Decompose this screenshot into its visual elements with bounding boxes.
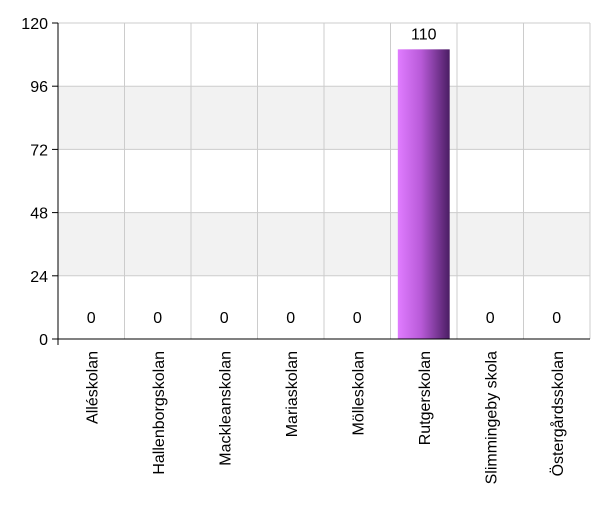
x-tick-label: Alléskolan (84, 351, 101, 424)
x-tick-label: Rutgerskolan (417, 351, 434, 445)
y-tick-label: 0 (39, 332, 48, 349)
x-tick-label: Hallenborgskolan (151, 351, 168, 475)
axes (52, 23, 590, 345)
data-label: 0 (220, 310, 229, 327)
data-labels: 0 0 0 0 0 110 0 0 (87, 26, 562, 327)
x-tick-label: Slimmingeby skola (483, 351, 500, 484)
y-axis-ticks: 0 24 48 72 96 120 (21, 16, 58, 349)
data-label: 0 (552, 310, 561, 327)
data-label: 0 (286, 310, 295, 327)
x-tick-label: Mariaskolan (284, 351, 301, 437)
y-tick-label: 48 (30, 206, 48, 223)
data-label: 110 (411, 26, 437, 43)
gridlines (58, 22, 591, 339)
y-tick-label: 24 (30, 269, 48, 286)
data-label: 0 (486, 310, 495, 327)
x-tick-label: Mölleskolan (350, 351, 367, 435)
x-axis-labels: Alléskolan Hallenborgskolan Mackleanskolan… (84, 351, 567, 484)
bars (397, 49, 450, 339)
y-tick-label: 120 (21, 16, 48, 33)
x-tick-label: Mackleanskolan (217, 351, 234, 466)
y-tick-label: 72 (30, 142, 48, 159)
data-label: 0 (153, 310, 162, 327)
x-tick-label: Östergårdsskolan (549, 351, 567, 476)
y-tick-label: 96 (30, 79, 48, 96)
data-label: 0 (353, 310, 362, 327)
bar-5 (397, 49, 450, 339)
data-label: 0 (87, 310, 96, 327)
